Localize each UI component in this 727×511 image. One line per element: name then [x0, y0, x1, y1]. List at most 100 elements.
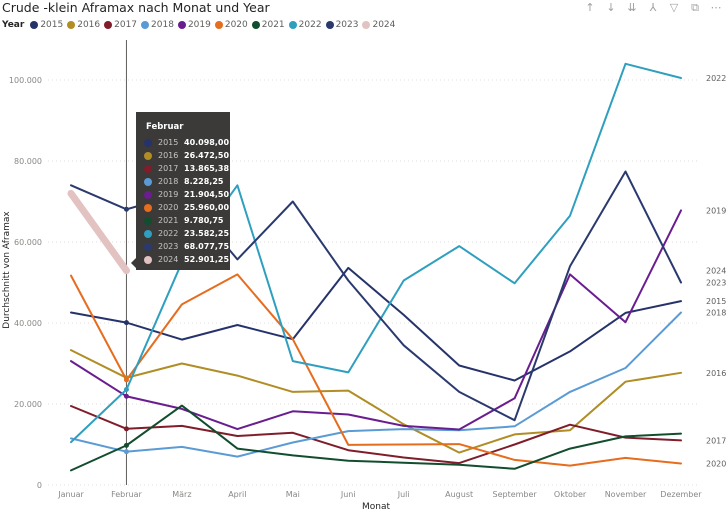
next-level-icon[interactable]: ⇊ — [627, 1, 637, 14]
x-tick-label: Juni — [340, 490, 356, 499]
tooltip-value: 21.904,50 — [184, 190, 230, 199]
tooltip-year: 2024 — [158, 255, 179, 264]
tooltip-dot-icon — [144, 203, 152, 212]
data-point-2020 — [123, 377, 129, 383]
chart-title: Crude -klein Aframax nach Monat und Year — [2, 0, 270, 15]
tooltip-dot-icon — [144, 242, 152, 251]
legend-item-2024[interactable]: 2024 — [362, 20, 395, 30]
x-tick-label: September — [492, 490, 537, 499]
end-label-2022: 2022 — [706, 74, 726, 83]
tooltip-year: 2018 — [158, 177, 179, 186]
legend-item-2020[interactable]: 2020 — [214, 20, 248, 30]
end-label-2016: 2016 — [706, 369, 726, 378]
legend-item-2018[interactable]: 2018 — [141, 20, 174, 30]
legend-item-2022[interactable]: 2022 — [288, 20, 322, 30]
tooltip-value: 13.865,38 — [184, 164, 230, 173]
drill-down-icon[interactable]: ↓ — [606, 1, 616, 14]
tooltip-value: 8.228,25 — [184, 177, 224, 186]
tooltip-row: 2020 25.960,00 — [144, 202, 229, 213]
tooltip-year: 2020 — [158, 203, 179, 212]
tooltip-value: 25.960,00 — [184, 203, 230, 212]
tooltip-dot-icon — [144, 216, 152, 225]
x-tick-label: Juli — [397, 490, 410, 499]
drill-up-icon[interactable]: ↑ — [585, 1, 595, 14]
filter-icon[interactable]: ▽ — [669, 1, 679, 14]
legend-item-2015[interactable]: 2015 — [30, 20, 63, 30]
legend-label: 2017 — [114, 20, 138, 30]
tooltip-dot-icon — [144, 138, 152, 147]
legend-label: 2023 — [335, 20, 359, 30]
x-tick-label: November — [605, 490, 647, 499]
tooltip-row: 2015 40.098,00 — [144, 137, 229, 148]
data-point-2017 — [123, 426, 129, 432]
y-tick-label: 80.000 — [14, 157, 42, 166]
tooltip-row: 2016 26.472,50 — [144, 150, 229, 161]
end-label-2015: 2015 — [706, 297, 726, 306]
legend-label: 2020 — [224, 20, 248, 30]
more-options-icon[interactable]: ⋯ — [710, 1, 722, 14]
tooltip-value: 68.077,75 — [184, 242, 230, 251]
series-line-2019 — [70, 209, 682, 431]
legend-dot-icon — [141, 21, 150, 29]
tooltip-dot-icon — [144, 255, 152, 264]
x-tick-label: Januar — [57, 490, 84, 499]
end-label-2018: 2018 — [706, 308, 726, 317]
data-point-2021 — [123, 442, 129, 448]
legend-label: 2022 — [298, 20, 322, 30]
x-tick-label: August — [445, 490, 473, 499]
y-tick-label: 100.000 — [9, 76, 42, 85]
tooltip-dot-icon — [144, 190, 152, 199]
x-tick-label: Oktober — [554, 490, 587, 499]
legend-dot-icon — [288, 21, 297, 29]
tooltip-row: 2018 8.228,25 — [144, 176, 223, 187]
end-label-2023: 2023 — [706, 279, 726, 288]
data-point-2023 — [123, 206, 129, 212]
tooltip-value: 23.582,25 — [184, 229, 230, 238]
legend-item-2021[interactable]: 2021 — [251, 20, 285, 30]
tooltip-row: 2023 68.077,75 — [144, 241, 229, 252]
tooltip-year: 2021 — [158, 216, 179, 225]
series-line-2015 — [70, 266, 682, 382]
tooltip-dot-icon — [144, 177, 152, 186]
tooltip-year: 2023 — [158, 242, 179, 251]
legend-label: 2024 — [372, 20, 396, 30]
legend-dot-icon — [104, 21, 113, 29]
legend-dot-icon — [67, 21, 76, 29]
legend-dot-icon — [177, 21, 186, 29]
tooltip-value: 40.098,00 — [184, 138, 230, 147]
legend-items: 2015 2016 2017 2018 2019 2020 2021 2022 2023 2024 — [30, 20, 399, 30]
tooltip-row: 2022 23.582,25 — [144, 228, 229, 239]
legend-dot-icon — [214, 21, 223, 29]
legend-label: 2021 — [261, 20, 285, 30]
tooltip-value: 52.901,25 — [184, 255, 230, 264]
tooltip-value: 9.780,75 — [184, 216, 224, 225]
end-label-2017: 2017 — [706, 436, 726, 445]
end-label-2019: 2019 — [706, 206, 726, 215]
tooltip-value: 26.472,50 — [184, 151, 230, 160]
legend-item-2016[interactable]: 2016 — [67, 20, 100, 30]
tooltip-pointer — [131, 258, 136, 268]
legend-dot-icon — [362, 21, 371, 29]
expand-hierarchy-icon[interactable]: ⅄ — [649, 1, 657, 14]
y-tick-label: 40.000 — [14, 319, 42, 328]
tooltip-dot-icon — [144, 164, 152, 173]
focus-mode-icon[interactable]: ⧉ — [691, 1, 699, 14]
series-line-2020 — [70, 273, 682, 467]
legend-dot-icon — [30, 21, 39, 29]
data-point-2019 — [123, 393, 129, 399]
legend-label: 2018 — [151, 20, 174, 30]
legend-item-2019[interactable]: 2019 — [177, 20, 211, 30]
x-tick-label: Dezember — [660, 490, 702, 499]
x-tick-label: April — [228, 490, 246, 499]
tooltip-year: 2016 — [158, 151, 179, 160]
tooltip-row: 2024 52.901,25 — [144, 254, 229, 265]
x-tick-label: März — [172, 490, 191, 499]
x-axis-title: Monat — [362, 502, 390, 511]
legend-item-2017[interactable]: 2017 — [104, 20, 137, 30]
series-line-2016 — [70, 349, 682, 454]
tooltip-row: 2019 21.904,50 — [144, 189, 229, 200]
series-line-2022 — [70, 62, 682, 444]
legend-item-2023[interactable]: 2023 — [325, 20, 359, 30]
y-tick-label: 20.000 — [14, 400, 42, 409]
legend-title: Year — [2, 20, 25, 30]
